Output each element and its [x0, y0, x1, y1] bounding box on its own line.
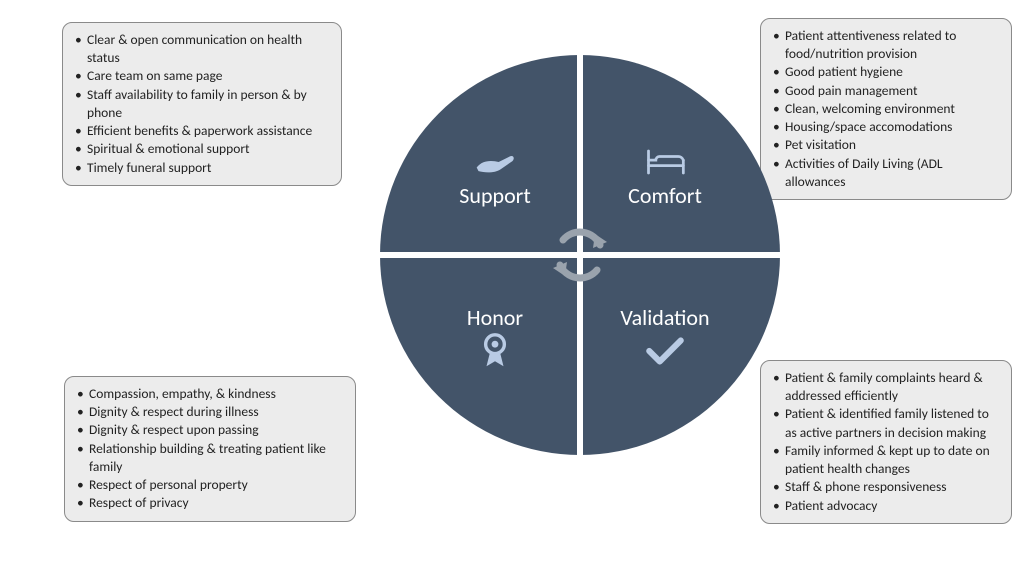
quadrant-label: Honor [467, 304, 523, 331]
award-icon [471, 331, 519, 371]
hand-icon [471, 142, 519, 182]
list-item: Housing/space accomodations [773, 118, 999, 136]
callout-list: Patient attentiveness related to food/nu… [773, 27, 999, 191]
list-item: Patient & family complaints heard & addr… [773, 369, 999, 405]
list-item: Efficient benefits & paperwork assistanc… [75, 122, 329, 140]
quadrant-label: Support [459, 182, 530, 209]
list-item: Compassion, empathy, & kindness [77, 385, 343, 403]
list-item: Spiritual & emotional support [75, 140, 329, 158]
quadrant-label: Comfort [628, 182, 702, 209]
list-item: Activities of Daily Living (ADL allowanc… [773, 155, 999, 191]
list-item: Good pain management [773, 82, 999, 100]
quadrant-circle: Support Comfort Honor [380, 55, 780, 455]
list-item: Clean, welcoming environment [773, 100, 999, 118]
list-item: Dignity & respect upon passing [77, 421, 343, 439]
list-item: Relationship building & treating patient… [77, 440, 343, 476]
list-item: Timely funeral support [75, 159, 329, 177]
callout-honor: Compassion, empathy, & kindness Dignity … [64, 376, 356, 522]
callout-list: Clear & open communication on health sta… [75, 31, 329, 177]
callout-list: Patient & family complaints heard & addr… [773, 369, 999, 515]
list-item: Pet visitation [773, 136, 999, 154]
list-item: Respect of personal property [77, 476, 343, 494]
list-item: Good patient hygiene [773, 63, 999, 81]
list-item: Dignity & respect during illness [77, 403, 343, 421]
list-item: Family informed & kept up to date on pat… [773, 442, 999, 478]
callout-support: Clear & open communication on health sta… [62, 22, 342, 186]
list-item: Care team on same page [75, 67, 329, 85]
list-item: Respect of privacy [77, 494, 343, 512]
list-item: Patient & identified family listened to … [773, 405, 999, 441]
list-item: Patient advocacy [773, 497, 999, 515]
check-icon [641, 331, 689, 371]
cycle-arrows-icon [545, 220, 615, 290]
callout-comfort: Patient attentiveness related to food/nu… [760, 18, 1012, 200]
list-item: Staff availability to family in person &… [75, 86, 329, 122]
callout-list: Compassion, empathy, & kindness Dignity … [77, 385, 343, 513]
list-item: Clear & open communication on health sta… [75, 31, 329, 67]
bed-icon [641, 142, 689, 182]
list-item: Patient attentiveness related to food/nu… [773, 27, 999, 63]
quadrant-label: Validation [620, 304, 709, 331]
list-item: Staff & phone responsiveness [773, 478, 999, 496]
diagram-canvas: Clear & open communication on health sta… [0, 0, 1024, 576]
callout-validation: Patient & family complaints heard & addr… [760, 360, 1012, 524]
